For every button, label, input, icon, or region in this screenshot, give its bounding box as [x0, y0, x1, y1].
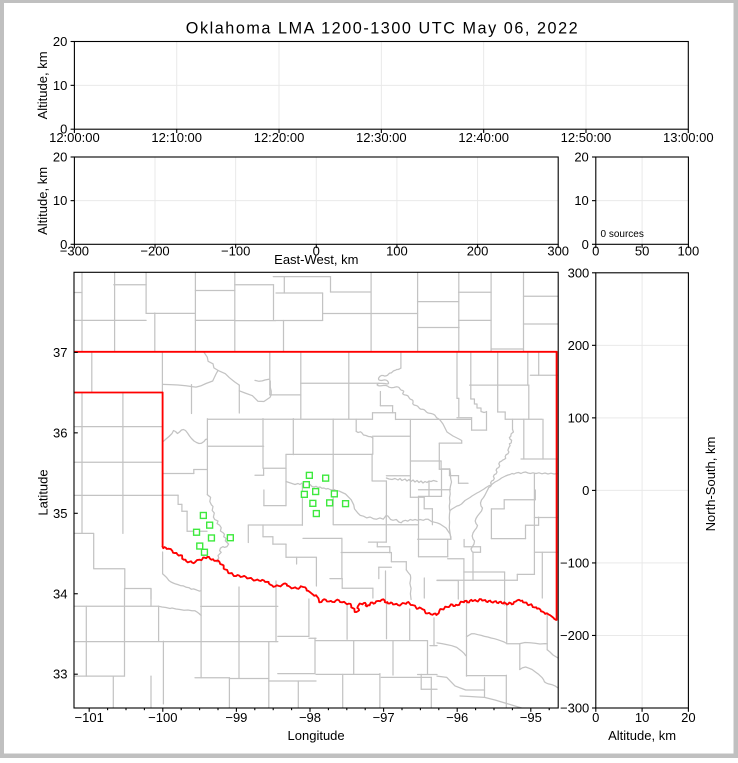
svg-text:10: 10	[574, 193, 588, 208]
svg-text:12:30:00: 12:30:00	[356, 130, 407, 145]
svg-text:100: 100	[678, 243, 700, 258]
svg-text:0 sources: 0 sources	[601, 229, 644, 240]
svg-text:37: 37	[53, 345, 67, 360]
svg-text:34: 34	[53, 586, 67, 601]
svg-text:Altitude, km: Altitude, km	[35, 167, 50, 235]
svg-text:20: 20	[681, 710, 695, 725]
svg-text:Altitude, km: Altitude, km	[35, 51, 50, 119]
svg-text:300: 300	[568, 265, 590, 280]
svg-text:Altitude, km: Altitude, km	[608, 728, 676, 743]
svg-text:−300: −300	[60, 243, 89, 258]
svg-text:12:40:00: 12:40:00	[458, 130, 509, 145]
svg-text:10: 10	[635, 710, 649, 725]
svg-text:−97: −97	[373, 710, 395, 725]
svg-text:20: 20	[574, 150, 588, 165]
svg-text:0: 0	[582, 483, 589, 498]
svg-text:−100: −100	[148, 710, 177, 725]
svg-text:−300: −300	[560, 701, 589, 716]
svg-text:−96: −96	[446, 710, 468, 725]
svg-text:Latitude: Latitude	[35, 469, 50, 515]
svg-text:0: 0	[592, 243, 599, 258]
svg-text:−99: −99	[225, 710, 247, 725]
svg-text:North-South, km: North-South, km	[703, 437, 718, 532]
svg-text:10: 10	[53, 78, 67, 93]
svg-text:12:00:00: 12:00:00	[49, 130, 100, 145]
svg-text:100: 100	[386, 243, 408, 258]
svg-text:33: 33	[53, 667, 67, 682]
svg-text:−200: −200	[560, 628, 589, 643]
svg-text:−100: −100	[221, 243, 250, 258]
svg-text:0: 0	[60, 237, 67, 252]
svg-text:300: 300	[547, 243, 569, 258]
svg-text:−98: −98	[299, 710, 321, 725]
svg-text:50: 50	[635, 243, 649, 258]
svg-text:Oklahoma LMA 1200-1300 UTC May: Oklahoma LMA 1200-1300 UTC May 06, 2022	[186, 20, 579, 38]
svg-text:East-West, km: East-West, km	[274, 252, 358, 267]
svg-text:−101: −101	[75, 710, 104, 725]
svg-text:35: 35	[53, 506, 67, 521]
svg-text:36: 36	[53, 425, 67, 440]
svg-text:0: 0	[582, 237, 589, 252]
svg-text:10: 10	[53, 193, 67, 208]
svg-text:13:00:00: 13:00:00	[663, 130, 714, 145]
svg-text:200: 200	[568, 338, 590, 353]
svg-text:12:50:00: 12:50:00	[561, 130, 612, 145]
svg-text:0: 0	[60, 122, 67, 137]
svg-text:12:10:00: 12:10:00	[151, 130, 202, 145]
svg-text:100: 100	[568, 410, 590, 425]
svg-text:−95: −95	[520, 710, 542, 725]
svg-text:20: 20	[53, 34, 67, 49]
svg-text:12:20:00: 12:20:00	[254, 130, 305, 145]
svg-text:−200: −200	[140, 243, 169, 258]
svg-text:−100: −100	[560, 555, 589, 570]
svg-text:Longitude: Longitude	[288, 728, 345, 743]
svg-text:0: 0	[313, 243, 320, 258]
svg-text:200: 200	[467, 243, 489, 258]
svg-text:20: 20	[53, 150, 67, 165]
svg-text:0: 0	[592, 710, 599, 725]
